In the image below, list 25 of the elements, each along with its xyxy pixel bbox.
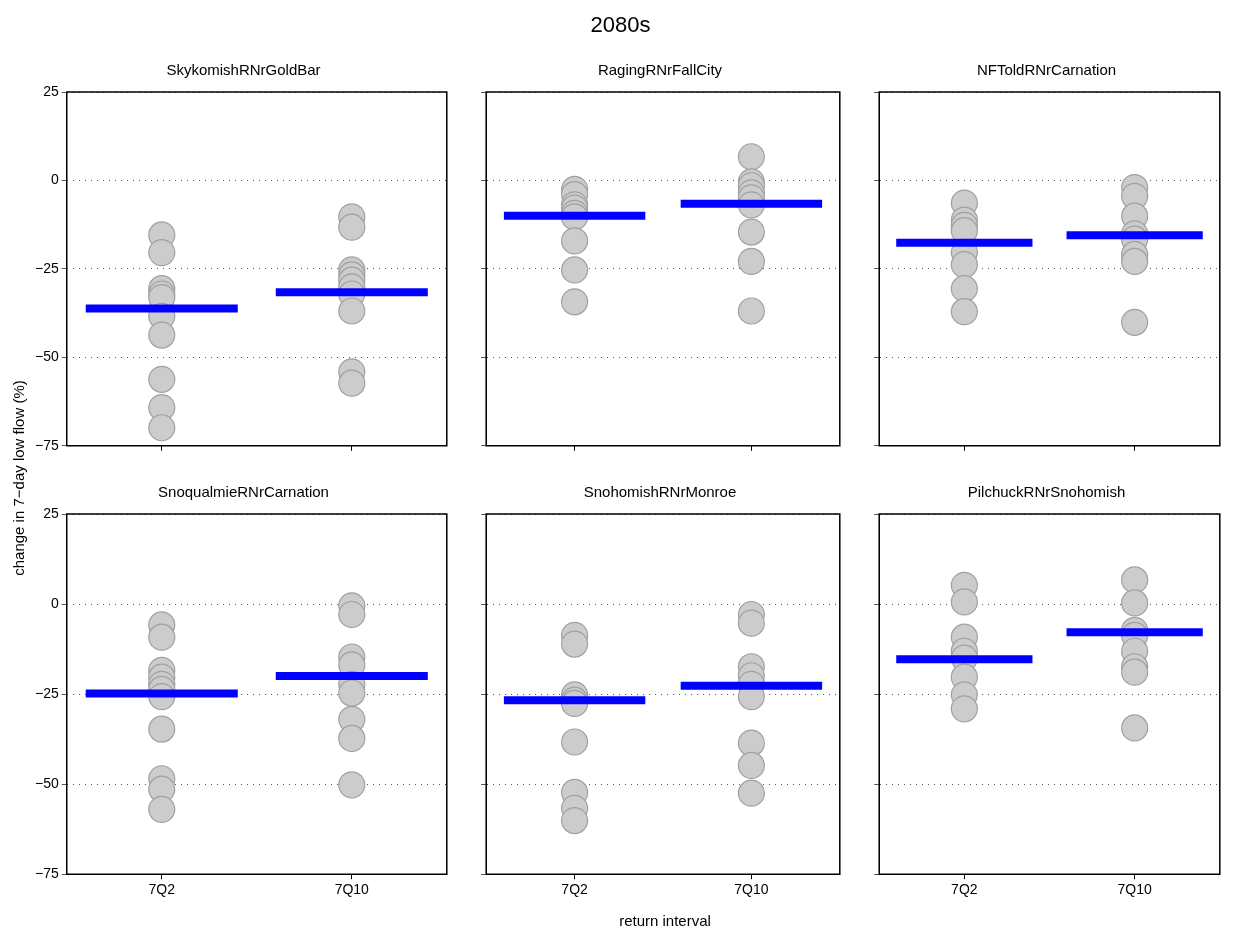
y-tick-label: −50 — [35, 348, 59, 365]
y-tick-label: −25 — [35, 684, 59, 701]
chart-title: SnoqualmieRNrCarnation — [158, 483, 329, 501]
y-axis-title: change in 7−day low flow (%) — [9, 380, 27, 576]
y-tick-label: 0 — [50, 594, 59, 611]
chart-title: RagingRNrFallCity — [597, 61, 723, 79]
chart-title: NFToldRNrCarnation — [976, 61, 1117, 79]
x-tick-label: 7Q2 — [148, 881, 176, 898]
x-tick-label: 7Q10 — [734, 881, 769, 898]
x-tick-label: 7Q10 — [1117, 881, 1152, 898]
y-tick-label: −75 — [35, 436, 59, 453]
y-tick-label: 25 — [43, 504, 59, 521]
y-tick-label: 25 — [43, 82, 59, 99]
x-tick-label: 7Q2 — [561, 881, 589, 898]
chart-title: SnohomishRNrMonroe — [583, 483, 737, 501]
x-tick-label: 7Q2 — [951, 881, 978, 898]
text: 2080s — [589, 12, 652, 38]
x-tick-label: 7Q10 — [334, 881, 370, 898]
y-tick-label: −75 — [35, 865, 59, 882]
y-tick-label: −25 — [35, 259, 59, 276]
chart-title: SkykomishRNrGoldBar — [166, 61, 321, 79]
y-tick-label: −50 — [35, 775, 59, 792]
y-tick-label: 0 — [50, 171, 59, 188]
chart-title: PilchuckRNrSnohomish — [967, 483, 1126, 501]
x-axis-title: return interval — [618, 912, 712, 929]
